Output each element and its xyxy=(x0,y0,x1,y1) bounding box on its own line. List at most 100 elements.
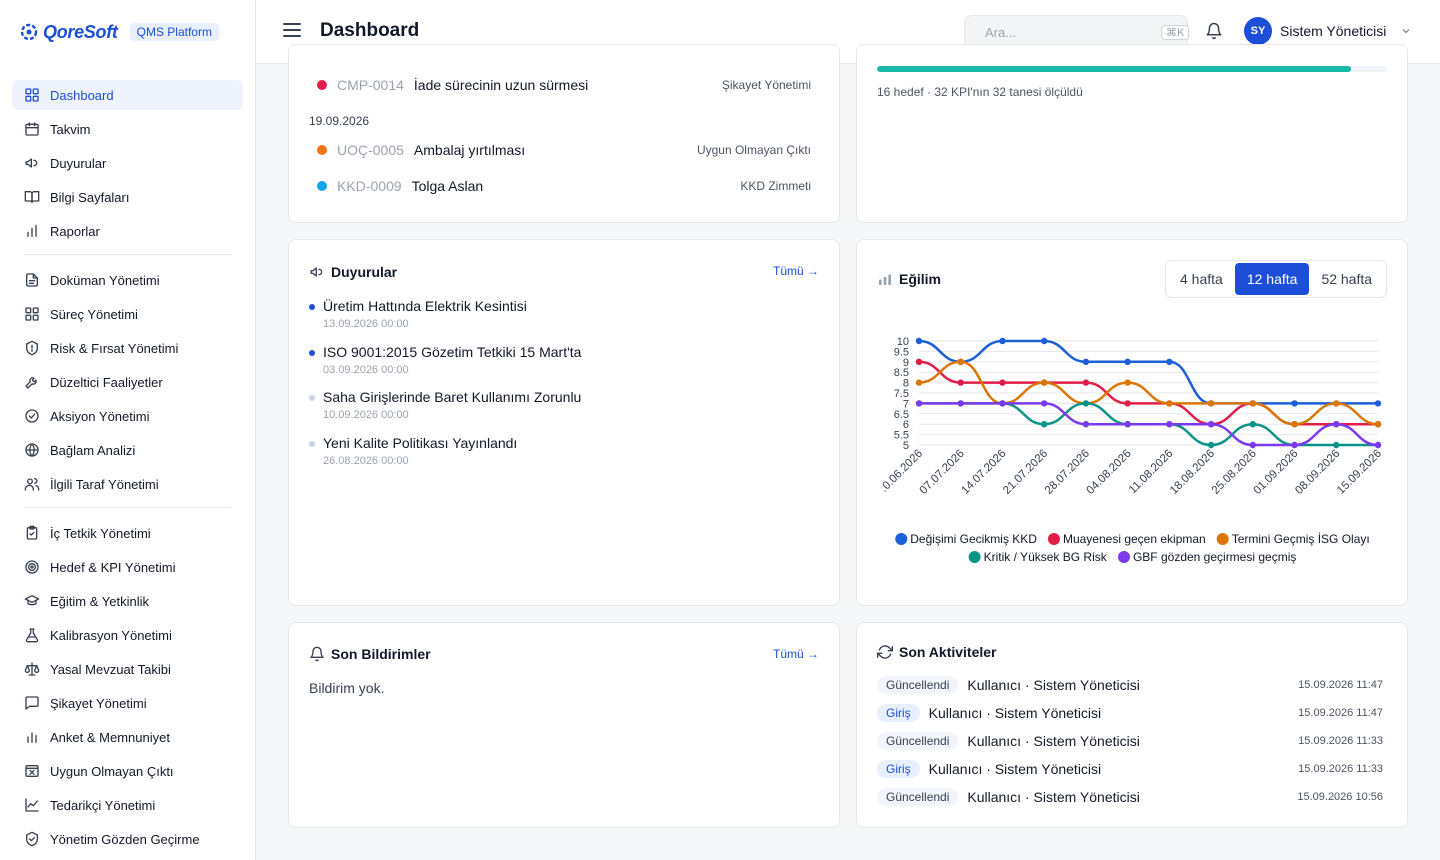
sidebar-item-label: Yasal Mevzuat Takibi xyxy=(50,661,171,677)
sidebar-item-label: Aksiyon Yönetimi xyxy=(50,408,150,424)
range-option-52-hafta[interactable]: 52 hafta xyxy=(1321,271,1373,287)
sidebar-item-box-x[interactable]: Uygun Olmayan Çıktı xyxy=(12,756,243,786)
range-option-4-hafta[interactable]: 4 hafta xyxy=(1180,271,1223,287)
announcement-title: Saha Girişlerinde Baret Kullanımı Zorunl… xyxy=(323,389,582,406)
record-code[interactable]: KKD-0009 xyxy=(337,178,402,194)
notifications-all-link[interactable]: Tümü → xyxy=(772,647,819,661)
activity-badge: Güncellendi xyxy=(877,788,959,806)
sidebar-item-message[interactable]: Şikayet Yönetimi xyxy=(12,688,243,718)
sidebar-item-check-circle[interactable]: Aksiyon Yönetimi xyxy=(12,401,243,431)
sidebar-item-book[interactable]: Bilgi Sayfaları xyxy=(12,182,243,212)
announcement-item[interactable]: Saha Girişlerinde Baret Kullanımı Zorunl… xyxy=(309,389,819,425)
topbar: Dashboard ⌘K SY Sistem Yöneticisi xyxy=(256,0,1440,64)
status-dot xyxy=(317,181,327,191)
process-grid-icon xyxy=(24,306,40,322)
status-dot xyxy=(317,80,327,90)
data-point xyxy=(1124,379,1131,386)
announcement-title: ISO 9001:2015 Gözetim Tetkiki 15 Mart'ta xyxy=(323,343,582,360)
megaphone-icon xyxy=(25,158,38,168)
legend-label: Termini Geçmiş İSG Olayı xyxy=(1232,532,1370,546)
activity-row[interactable]: Giriş Kullanıcı · Sistem Yöneticisi 15.09.… xyxy=(877,759,1383,779)
sidebar-item-label: Bağlam Analizi xyxy=(50,442,136,458)
data-point xyxy=(999,379,1006,386)
record-module: Şikayet Yönetimi xyxy=(721,78,811,92)
activity-row[interactable]: Güncellendi Kullanıcı · Sistem Yöneticisi… xyxy=(877,787,1383,807)
data-point xyxy=(1124,358,1131,365)
activity-badge: Giriş xyxy=(877,760,920,778)
announcement-title: Yeni Kalite Politikası Yayınlandı xyxy=(323,434,518,451)
document-icon xyxy=(26,273,38,287)
shield-check-icon xyxy=(26,831,38,847)
sidebar-item-users[interactable]: İlgili Taraf Yönetimi xyxy=(12,469,243,499)
sidebar-item-shield[interactable]: Risk & Fırsat Yönetimi xyxy=(12,333,243,363)
record-row[interactable]: UOÇ-0005 Ambalaj yırtılması Uygun Olmayan … xyxy=(317,140,811,160)
record-row[interactable]: KKD-0009 Tolga Aslan KKD Zimmeti xyxy=(317,176,811,196)
y-tick-label: 5.5 xyxy=(894,430,909,442)
sidebar-item-poll[interactable]: Anket & Memnuniyet xyxy=(12,722,243,752)
sidebar-item-megaphone[interactable]: Duyurular xyxy=(12,148,243,178)
announcement-title: Üretim Hattında Elektrik Kesintisi xyxy=(323,298,527,314)
data-point xyxy=(1291,421,1298,428)
notification-bell-icon[interactable] xyxy=(1205,22,1223,40)
record-date-group: 19.09.2026 xyxy=(309,114,370,128)
megaphone-icon xyxy=(310,267,323,277)
sidebar-item-trend[interactable]: Tedarikçi Yönetimi xyxy=(12,790,243,820)
announcement-item[interactable]: Yeni Kalite Politikası Yayınlandı 26.08.2… xyxy=(309,435,819,471)
brand-logo[interactable]: QoreSoft xyxy=(19,22,118,43)
data-point xyxy=(1124,400,1131,407)
shield-icon xyxy=(26,340,38,356)
records-card: CMP-0014 İade sürecinin uzun sürmesi Şikay… xyxy=(288,44,840,223)
sidebar-item-dashboard-grid[interactable]: Dashboard xyxy=(12,80,243,110)
sidebar-item-graduation-cap[interactable]: Eğitim & Yetkinlik xyxy=(12,586,243,616)
legend-swatch xyxy=(1216,533,1229,545)
sidebar-item-label: Tedarikçi Yönetimi xyxy=(50,797,156,813)
data-point xyxy=(999,400,1006,407)
announcement-item[interactable]: ISO 9001:2015 Gözetim Tetkiki 15 Mart'ta… xyxy=(309,344,819,380)
sidebar-item-shield-check[interactable]: Yönetim Gözden Geçirme xyxy=(12,824,243,854)
sidebar-item-label: Eğitim & Yetkinlik xyxy=(50,593,149,609)
sidebar-item-document[interactable]: Doküman Yönetimi xyxy=(12,265,243,295)
clipboard-check-icon xyxy=(24,525,40,541)
sidebar-item-wrench[interactable]: Düzeltici Faaliyetler xyxy=(12,367,243,397)
series-line xyxy=(919,402,1379,447)
notifications-empty-text: Bildirim yok. xyxy=(309,680,385,696)
sidebar-item-label: Dashboard xyxy=(50,87,114,103)
activity-row[interactable]: Giriş Kullanıcı · Sistem Yöneticisi 15.09.… xyxy=(877,703,1383,723)
sidebar-item-globe[interactable]: Bağlam Analizi xyxy=(12,435,243,465)
search-box[interactable]: ⌘K xyxy=(964,15,1190,49)
sidebar-item-label: Uygun Olmayan Çıktı xyxy=(50,763,174,779)
sidebar-item-target[interactable]: Hedef & KPI Yönetimi xyxy=(12,552,243,582)
x-tick-label: 15.09.2026 xyxy=(1335,448,1384,497)
activity-row[interactable]: Güncellendi Kullanıcı · Sistem Yöneticisi… xyxy=(877,675,1383,695)
announcements-all-link[interactable]: Tümü → xyxy=(772,264,819,278)
data-point xyxy=(1374,421,1382,428)
status-dot xyxy=(317,145,327,155)
sidebar-item-flask[interactable]: Kalibrasyon Yönetimi xyxy=(12,620,243,650)
announcement-item[interactable]: Üretim Hattında Elektrik Kesintisi 13.09.… xyxy=(309,298,819,334)
data-point xyxy=(1166,421,1173,428)
box-x-icon xyxy=(24,763,40,779)
sidebar-item-label: Hedef & KPI Yönetimi xyxy=(50,559,176,575)
menu-toggle-icon[interactable] xyxy=(283,23,301,39)
announcements-header: Duyurular xyxy=(309,264,397,280)
record-code[interactable]: CMP-0014 xyxy=(337,77,404,93)
data-point xyxy=(1082,379,1090,386)
nav-divider xyxy=(24,507,231,508)
message-icon xyxy=(25,696,39,710)
sidebar-item-label: Yönetim Gözden Geçirme xyxy=(50,831,200,847)
sidebar-item-calendar[interactable]: Takvim xyxy=(12,114,243,144)
sidebar-item-clipboard-check[interactable]: İç Tetkik Yönetimi xyxy=(12,518,243,548)
activity-time: 15.09.2026 11:47 xyxy=(1298,707,1383,719)
announcement-dot xyxy=(309,395,315,402)
record-code[interactable]: UOÇ-0005 xyxy=(337,142,404,158)
activity-row[interactable]: Güncellendi Kullanıcı · Sistem Yöneticisi… xyxy=(877,731,1383,751)
record-row[interactable]: CMP-0014 İade sürecinin uzun sürmesi Şikay… xyxy=(317,75,811,95)
sidebar-item-process-grid[interactable]: Süreç Yönetimi xyxy=(12,299,243,329)
range-option-12-hafta[interactable]: 12 hafta xyxy=(1234,263,1310,295)
sidebar-item-scale[interactable]: Yasal Mevzuat Takibi xyxy=(12,654,243,684)
qoresoft-logo-icon xyxy=(20,23,38,41)
sidebar-item-bar-chart[interactable]: Raporlar xyxy=(12,216,243,246)
wrench-icon xyxy=(24,374,40,390)
user-menu[interactable]: SY Sistem Yöneticisi xyxy=(1244,17,1412,45)
search-input[interactable] xyxy=(985,24,1161,40)
